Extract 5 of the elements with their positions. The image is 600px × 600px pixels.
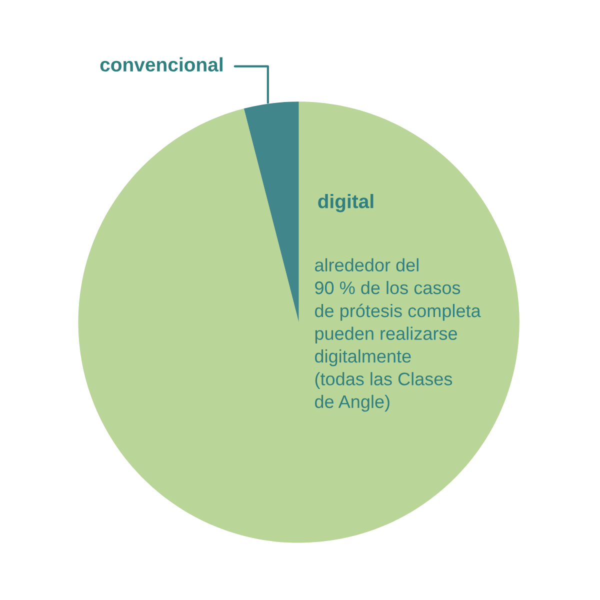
slice-label: convencional [100,57,222,72]
slice-label: digital [318,194,374,212]
text: alrededor del 90 % de los casos de prótesis completa pueden realizarse digitalmente (todas las Clases de Angle) [315,258,481,412]
pie-slice [244,102,299,322]
pie-slice [78,102,520,543]
